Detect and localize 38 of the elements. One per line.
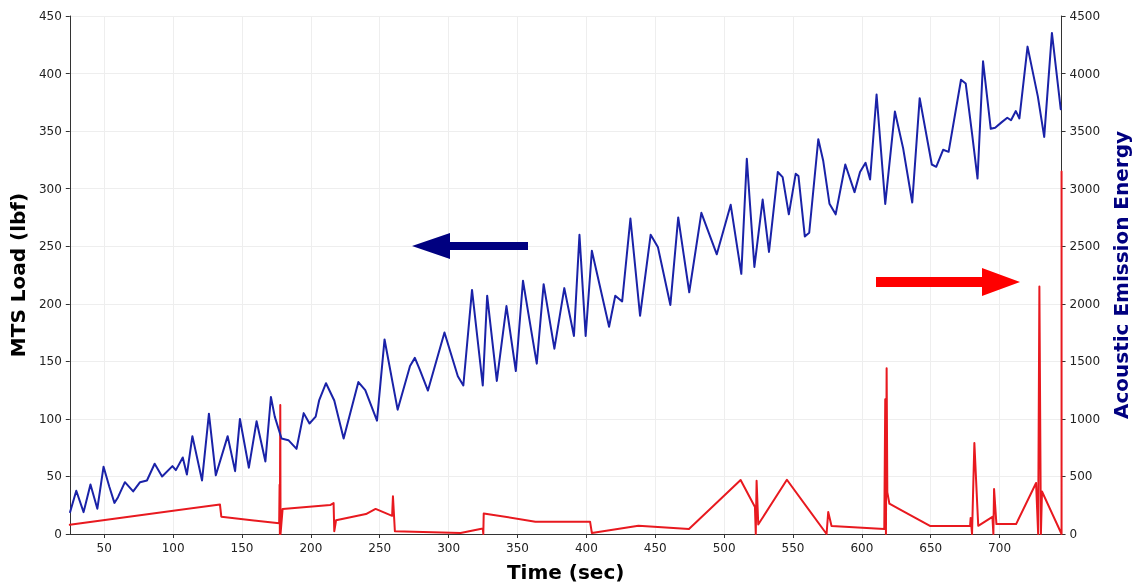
x-tick-label: 50 xyxy=(96,541,112,555)
y-tick-label: 50 xyxy=(46,469,62,484)
y2-tick-label: 4000 xyxy=(1069,66,1101,81)
y-tick-label: 250 xyxy=(38,239,62,254)
x-tick-label: 700 xyxy=(988,541,1012,555)
y2-tick-label: 2500 xyxy=(1069,239,1101,254)
y-axis-title: MTS Load (lbf) xyxy=(6,192,30,358)
y-tick-label: 0 xyxy=(54,527,62,541)
x-tick-label: 300 xyxy=(437,541,461,555)
y2-tick-label: 3500 xyxy=(1069,124,1101,139)
x-tick-label: 550 xyxy=(781,541,805,555)
x-tick-label: 450 xyxy=(643,541,667,555)
y2-tick-label: 2000 xyxy=(1069,296,1101,311)
y-tick-label: 200 xyxy=(38,296,62,311)
y2-tick-label: 3000 xyxy=(1069,181,1101,196)
y2-tick-label: 4500 xyxy=(1069,9,1101,23)
x-tick-label: 100 xyxy=(161,541,185,555)
y2-tick-label: 0 xyxy=(1069,527,1078,541)
x-tick-label: 400 xyxy=(574,541,598,555)
x-tick-label: 350 xyxy=(506,541,529,555)
y2-tick-label: 1000 xyxy=(1069,411,1101,426)
x-tick-label: 150 xyxy=(230,541,254,555)
x-axis-title: Time (sec) xyxy=(506,560,625,584)
y-tick-label: 350 xyxy=(38,124,62,139)
line-series xyxy=(69,31,1062,514)
x-tick-label: 500 xyxy=(712,541,736,555)
y2-axis-title: Acoustic Emission Energy xyxy=(1109,130,1133,420)
y2-tick-label: 500 xyxy=(1069,469,1093,484)
y-tick-label: 300 xyxy=(38,181,62,196)
x-tick-label: 200 xyxy=(299,541,323,555)
y-tick-label: 450 xyxy=(38,9,62,23)
x-tick-label: 250 xyxy=(368,541,392,555)
y-tick-label: 100 xyxy=(38,411,62,426)
x-tick-label: 650 xyxy=(919,541,943,555)
y2-tick-label: 1500 xyxy=(1069,354,1101,369)
x-tick-label: 600 xyxy=(850,541,874,555)
y-tick-label: 400 xyxy=(38,66,62,81)
y-tick-label: 150 xyxy=(38,354,62,369)
